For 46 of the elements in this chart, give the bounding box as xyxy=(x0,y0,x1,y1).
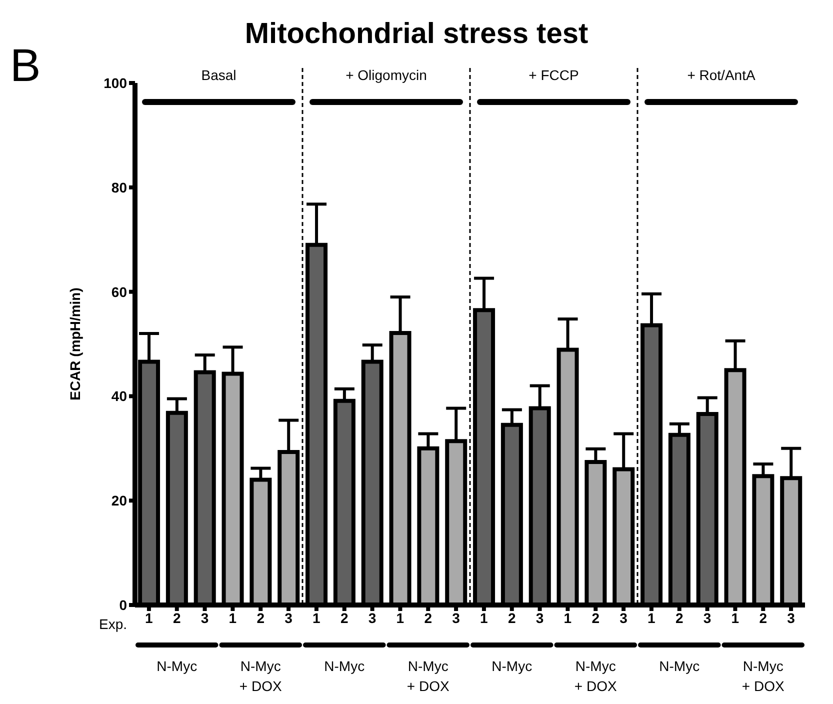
x-tick-label: 3 xyxy=(620,610,628,626)
text: N-Myc + DOX xyxy=(574,658,618,694)
x-tick-label: 3 xyxy=(200,610,209,626)
y-tick-label: 20 xyxy=(111,492,128,509)
annotation: + Rot/AntA xyxy=(687,67,756,83)
y-tick-label: 40 xyxy=(111,388,128,404)
y-tick-label: 60 xyxy=(111,284,128,300)
annotation: + Oligomycin xyxy=(346,67,427,83)
x-tick-label: 2 xyxy=(592,610,600,626)
x-tick-label: 1 xyxy=(228,610,237,626)
x-tick-label: 2 xyxy=(675,610,684,626)
x-tick-label: 1 xyxy=(480,610,488,626)
x-tick-label: 1 xyxy=(312,610,321,626)
x-tick-label: 3 xyxy=(368,610,376,626)
text: Exp. xyxy=(98,616,127,632)
annotation: Basal xyxy=(201,67,236,83)
text: N-Myc xyxy=(659,658,700,674)
x-tick-label: 3 xyxy=(703,610,712,626)
x-tick-label: 1 xyxy=(396,610,404,626)
x-tick-label: 3 xyxy=(284,610,293,626)
x-tick-label: 3 xyxy=(787,610,796,626)
y-tick-label: 80 xyxy=(111,179,128,196)
x-tick-label: 2 xyxy=(172,610,181,626)
y-axis-title: ECAR (mpH/min) xyxy=(66,288,83,400)
text: N-Myc xyxy=(492,658,532,674)
x-tick-label: 2 xyxy=(256,610,265,626)
x-tick-label: 1 xyxy=(648,610,656,626)
text: N-Myc xyxy=(156,658,198,674)
y-tick-label: 0 xyxy=(119,596,128,613)
x-tick-label: 2 xyxy=(508,610,516,626)
text: N-Myc xyxy=(324,658,365,674)
annotation: + FCCP xyxy=(528,67,579,83)
text: N-Myc + DOX xyxy=(239,658,282,694)
x-tick-label: 2 xyxy=(340,610,348,626)
x-tick-label: 2 xyxy=(759,610,768,626)
x-tick-label: 1 xyxy=(731,610,740,626)
x-tick-label: 3 xyxy=(452,610,460,626)
x-tick-label: 1 xyxy=(145,610,154,626)
text: N-Myc + DOX xyxy=(742,658,785,694)
chart-title: Mitochondrial stress test xyxy=(244,18,588,50)
x-tick-label: 1 xyxy=(564,610,572,626)
y-tick-label: 100 xyxy=(104,74,128,91)
x-tick-label: 2 xyxy=(424,610,432,626)
text: B xyxy=(10,38,41,92)
x-tick-label: 3 xyxy=(536,610,544,626)
text: N-Myc + DOX xyxy=(406,658,450,694)
